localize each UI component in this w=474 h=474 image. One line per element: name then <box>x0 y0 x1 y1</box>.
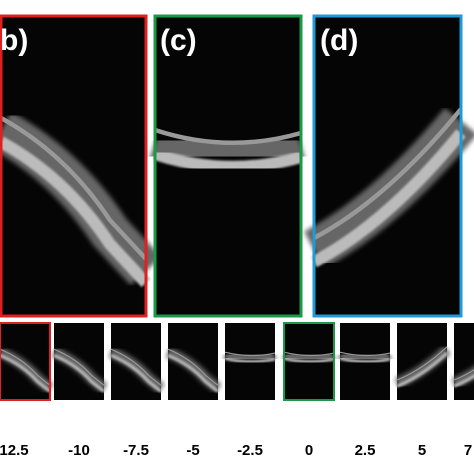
thumb-label: 7 <box>464 442 472 459</box>
retina-glow <box>394 345 451 389</box>
retina-layer <box>110 353 162 393</box>
retina-layer <box>283 356 335 364</box>
thumbnails: 12.5 -10 -7.5 -5 -2.5 0 2.5 5 7 <box>0 322 474 459</box>
thumb-label: 5 <box>418 442 426 459</box>
retina-glow <box>303 107 474 269</box>
retina-glow <box>165 347 222 393</box>
thumb-label: -7.5 <box>123 442 149 459</box>
retina-top <box>312 107 463 240</box>
panel-border <box>312 14 463 318</box>
retina-top <box>110 348 162 386</box>
panel-label: (c) <box>160 24 197 57</box>
retina-layer <box>311 129 466 268</box>
retina-layer <box>396 351 449 388</box>
panel-border <box>153 14 303 318</box>
panel-label: b) <box>0 24 28 57</box>
retina-top <box>0 348 51 386</box>
retina-top <box>396 346 448 381</box>
retina-top <box>283 351 335 357</box>
retina-layer <box>224 356 276 364</box>
retina-glow <box>0 111 162 286</box>
retina-top <box>0 116 148 261</box>
thumb-label: 2.5 <box>355 442 376 459</box>
retina-top <box>339 351 391 357</box>
retina-glow <box>148 121 307 176</box>
retina-glow <box>282 350 336 364</box>
retina-glow <box>0 347 54 393</box>
retina-layer <box>153 148 303 173</box>
thumb-label: -5 <box>186 442 199 459</box>
retina-layer <box>339 356 391 364</box>
thumb-label: -10 <box>68 442 90 459</box>
thumb-border <box>0 322 51 401</box>
retina-layer <box>453 374 474 388</box>
retina-top <box>224 351 276 357</box>
retina-layer <box>167 353 219 393</box>
thumb-label: 0 <box>305 442 313 459</box>
retina-top <box>154 127 302 146</box>
retina-glow <box>223 350 277 364</box>
retina-layer <box>53 353 105 393</box>
retina-layer <box>0 136 151 288</box>
thumb-border <box>283 322 335 401</box>
retina-glow <box>51 347 108 393</box>
retina-layer <box>0 353 51 393</box>
thumb-label: 12.5 <box>0 442 29 459</box>
retina-top <box>453 369 474 381</box>
retina-glow <box>338 350 392 364</box>
thumb-label: -2.5 <box>237 442 263 459</box>
oct-image <box>454 323 474 400</box>
retina-top <box>167 348 219 386</box>
retina-glow <box>108 347 165 393</box>
panel-border <box>0 14 148 318</box>
panel-label: (d) <box>320 24 358 57</box>
panels: b) (c) (d) <box>0 14 474 318</box>
retina-glow <box>451 366 474 389</box>
retina-top <box>53 348 105 386</box>
